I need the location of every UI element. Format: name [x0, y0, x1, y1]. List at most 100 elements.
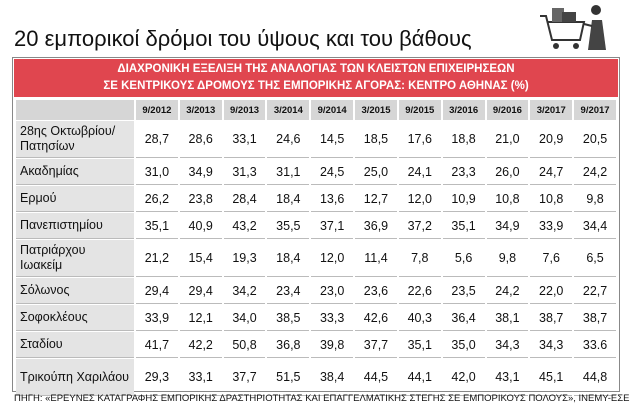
- cell: 24,5: [311, 159, 354, 185]
- cell: 18,4: [267, 240, 310, 277]
- column-header: 9/2015: [398, 100, 441, 120]
- cell: 13,6: [311, 186, 354, 212]
- cell: 12,0: [398, 186, 441, 212]
- row: Τρικούπη Χαριλάου 29,3 33,1 37,7 51,5 38,4 44,…: [16, 359, 616, 396]
- column-header: 3/2016: [442, 100, 485, 120]
- row-label: Ακαδημίας: [16, 159, 134, 185]
- cell: 44,1: [398, 359, 441, 396]
- cell: 23,4: [267, 278, 310, 304]
- header-row: 9/2012 3/2013 9/2013 3/2014 9/2014 3/2015 9/20…: [16, 100, 616, 120]
- cell: 20,9: [530, 121, 573, 158]
- row-label: Σόλωνος: [16, 278, 134, 304]
- cell: 21,2: [136, 240, 178, 277]
- cell: 40,9: [179, 213, 222, 239]
- cell: 34,0: [223, 305, 266, 331]
- cell: 43,1: [486, 359, 529, 396]
- cell: 22,6: [398, 278, 441, 304]
- cell: 29,3: [136, 359, 178, 396]
- cell: 38,7: [530, 305, 573, 331]
- cell: 51,5: [267, 359, 310, 396]
- column-header: 9/2012: [136, 100, 178, 120]
- source: ΠΗΓΗ: «ΕΡΕΥΝΕΣ ΚΑΤΑΓΡΑΦΗΣ ΕΜΠΟΡΙΚΗΣ ΔΡΑΣ…: [14, 393, 630, 404]
- row-label: Τρικούπη Χαριλάου: [16, 359, 134, 396]
- cell: 6,5: [574, 240, 616, 277]
- cell: 10,8: [486, 186, 529, 212]
- cell: 18,4: [267, 186, 310, 212]
- cell: 18,5: [355, 121, 397, 158]
- cell: 9,8: [486, 240, 529, 277]
- row: Ακαδημίας 31,0 34,9 31,3 31,1 24,5 25,0 24,1 23,…: [16, 159, 616, 185]
- cell: 7,8: [398, 240, 441, 277]
- cell: 23,8: [179, 186, 222, 212]
- column-header: 9/2016: [486, 100, 529, 120]
- frame: [12, 57, 620, 392]
- cell: 10,8: [530, 186, 573, 212]
- cell: 29,4: [179, 278, 222, 304]
- cell: 43,2: [223, 213, 266, 239]
- cell: 25,0: [355, 159, 397, 185]
- cell: 23,5: [442, 278, 485, 304]
- table: 9/2012 3/2013 9/2013 3/2014 9/2014 3/2015 9/20…: [14, 99, 618, 397]
- cell: 34,9: [486, 213, 529, 239]
- column-header: 9/2013: [223, 100, 266, 120]
- cell: 33,1: [223, 121, 266, 158]
- cell: 45,1: [530, 359, 573, 396]
- row-label: Σταδίου: [16, 332, 134, 358]
- cell: 34,2: [223, 278, 266, 304]
- column-header: 9/2014: [311, 100, 354, 120]
- cell: 39,8: [311, 332, 354, 358]
- cell: 12,7: [355, 186, 397, 212]
- corner: [16, 100, 134, 120]
- cell: 23,3: [442, 159, 485, 185]
- cell: 42,6: [355, 305, 397, 331]
- cell: 24,2: [486, 278, 529, 304]
- cell: 37,2: [398, 213, 441, 239]
- banner: ΔΙΑΧΡΟΝΙΚΗ ΕΞΕΛΙΞΗ ΤΗΣ ΑΝΑΛΟΓΙΑΣ ΤΩΝ ΚΛΕ…: [14, 59, 618, 97]
- row: Ερμού 26,2 23,8 28,4 18,4 13,6 12,7 12,0 10,9 10,…: [16, 186, 616, 212]
- cell: 15,4: [179, 240, 222, 277]
- column-header: 3/2013: [179, 100, 222, 120]
- cell: 29,4: [136, 278, 178, 304]
- cell: 44,8: [574, 359, 616, 396]
- cell: 19,3: [223, 240, 266, 277]
- banner-line: ΣΕ ΚΕΝΤΡΙΚΟΥΣ ΔΡΟΜΟΥΣ ΤΗΣ ΕΜΠΟΡΙΚΗΣ ΑΓΟΡ…: [103, 80, 529, 92]
- cell: 17,6: [398, 121, 441, 158]
- banner-line: ΔΙΑΧΡΟΝΙΚΗ ΕΞΕΛΙΞΗ ΤΗΣ ΑΝΑΛΟΓΙΑΣ ΤΩΝ ΚΛΕ…: [117, 63, 515, 75]
- cell: 40,3: [398, 305, 441, 331]
- cell: 38,7: [574, 305, 616, 331]
- cell: 21,0: [486, 121, 529, 158]
- cell: 22,0: [530, 278, 573, 304]
- cell: 35,1: [136, 213, 178, 239]
- cell: 41,7: [136, 332, 178, 358]
- cell: 37,7: [223, 359, 266, 396]
- cell: 24,7: [530, 159, 573, 185]
- cell: 33,1: [179, 359, 222, 396]
- cell: 34,9: [179, 159, 222, 185]
- cell: 35,1: [398, 332, 441, 358]
- cell: 18,8: [442, 121, 485, 158]
- row: Πανεπιστημίου 35,1 40,9 43,2 35,5 37,1 36,9 37,…: [16, 213, 616, 239]
- cell: 50,8: [223, 332, 266, 358]
- cell: 22,7: [574, 278, 616, 304]
- cell: 36,8: [267, 332, 310, 358]
- cell: 24,1: [398, 159, 441, 185]
- row-label: Ερμού: [16, 186, 134, 212]
- row-label: Σοφοκλέους: [16, 305, 134, 331]
- cell: 38,4: [311, 359, 354, 396]
- cell: 12,1: [179, 305, 222, 331]
- row-label: Πανεπιστημίου: [16, 213, 134, 239]
- cell: 5,6: [442, 240, 485, 277]
- cell: 42,0: [442, 359, 485, 396]
- cell: 37,1: [311, 213, 354, 239]
- cell: 28,6: [179, 121, 222, 158]
- cell: 23,0: [311, 278, 354, 304]
- cell: 35,0: [442, 332, 485, 358]
- row-label: Πατριάρχου Ιωακείμ: [16, 240, 134, 277]
- row: Σοφοκλέους 33,9 12,1 34,0 38,5 33,3 42,6 40,3 36…: [16, 305, 616, 331]
- cell: 7,6: [530, 240, 573, 277]
- cell: 12,0: [311, 240, 354, 277]
- column-header: 9/2017: [574, 100, 616, 120]
- cell: 35,5: [267, 213, 310, 239]
- cell: 26,2: [136, 186, 178, 212]
